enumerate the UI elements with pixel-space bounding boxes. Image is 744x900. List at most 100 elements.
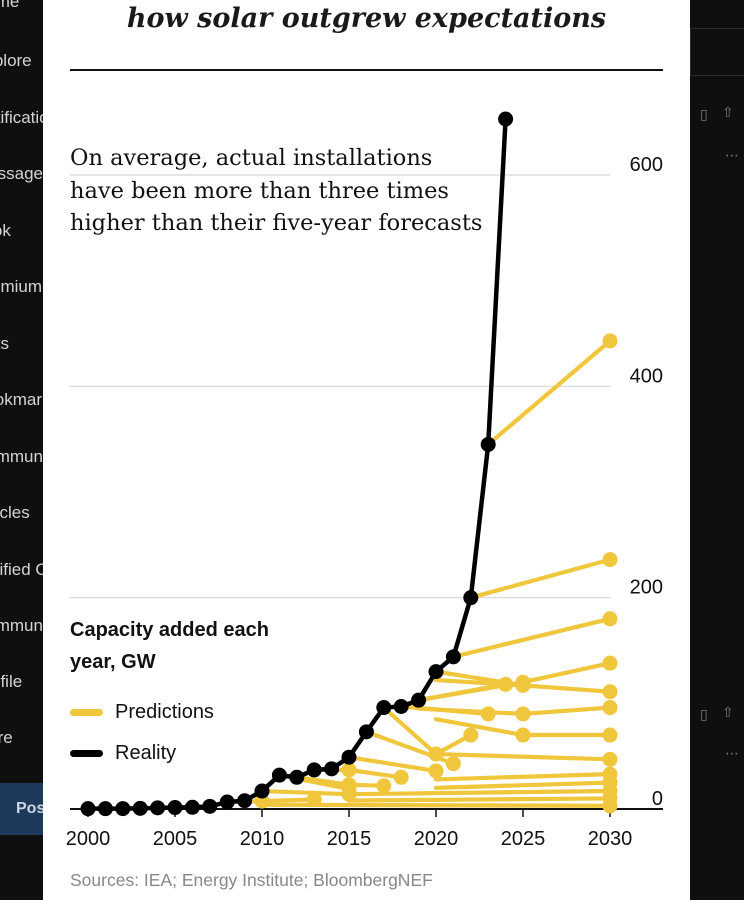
prediction-point	[602, 751, 618, 767]
prediction-point	[602, 655, 618, 671]
prediction-point	[376, 778, 392, 794]
chart-plot: 0 200 400 600 2000 2005 2010 2015 2020 2025 2030	[66, 111, 663, 850]
reality-point	[219, 794, 235, 810]
x-tick-label: 2020	[414, 828, 459, 850]
chart-card: how solar outgrew expectations 0 200 400 60…	[43, 0, 690, 900]
search-frame[interactable]	[690, 28, 744, 76]
more-icon[interactable]: ⋯	[725, 746, 739, 762]
reality-point	[358, 724, 374, 740]
prediction-point	[602, 611, 618, 627]
reality-point	[445, 649, 461, 665]
prediction-point	[445, 756, 461, 772]
reality-point	[376, 700, 392, 716]
sidebar-item-communities[interactable]: Communities	[0, 447, 43, 466]
legend-swatch-reality	[70, 749, 103, 757]
y-tick-label: 600	[630, 154, 663, 176]
reality-point	[184, 799, 200, 815]
sidebar-item-communities[interactable]: Communities	[0, 616, 43, 635]
x-tick-label: 2010	[240, 828, 285, 850]
legend-item-predictions: Predictions	[70, 699, 214, 725]
sidebar-item-grok[interactable]: Grok	[0, 221, 11, 240]
sidebar-item-notifications[interactable]: Notifications	[0, 108, 43, 127]
reality-point	[463, 590, 479, 606]
right-strip: ▯ ⇧ ⋯ ▯ ⇧ ⋯	[690, 0, 744, 900]
source-note: Sources: IEA; Energy Institute; Bloomber…	[70, 870, 433, 890]
sidebar-item-bookmarks[interactable]: Bookmarks	[0, 390, 43, 409]
left-sidebar: Home Explore Notifications Messages Grok Prem…	[0, 0, 43, 900]
bookmark-icon[interactable]: ▯	[700, 707, 708, 723]
post-button[interactable]: Post	[0, 783, 43, 835]
legend-item-reality: Reality	[70, 740, 176, 766]
x-tick-label: 2005	[153, 828, 198, 850]
reality-point	[80, 801, 96, 817]
prediction-line-22	[346, 796, 613, 803]
reality-point	[498, 111, 514, 127]
bookmark-icon[interactable]: ▯	[700, 107, 708, 123]
legend-label-reality: Reality	[115, 741, 177, 764]
sidebar-item-home[interactable]: Home	[0, 0, 20, 11]
chart-annotation: On average, actual installations have be…	[70, 145, 483, 236]
reality-point	[289, 769, 305, 785]
prediction-line-12	[468, 557, 613, 600]
sidebar-item-verified-orgs[interactable]: Verified Orgs	[0, 560, 43, 579]
reality-point	[428, 664, 444, 680]
y-tick-label: 0	[652, 788, 663, 810]
prediction-line-13	[486, 338, 613, 447]
reality-point	[167, 800, 183, 816]
prediction-line-20	[433, 780, 613, 790]
prediction-line-14	[416, 705, 613, 717]
prediction-point	[463, 727, 479, 743]
prediction-point	[515, 727, 531, 743]
prediction-point	[602, 700, 618, 716]
reality-point	[393, 699, 409, 715]
prediction-line-5	[346, 755, 439, 774]
reality-point	[411, 692, 427, 708]
sidebar-item-explore[interactable]: Explore	[0, 51, 32, 70]
reality-point	[115, 801, 131, 817]
prediction-line-1	[259, 788, 352, 797]
prediction-point	[393, 769, 409, 785]
prediction-point	[602, 798, 618, 814]
prediction-line-7	[381, 705, 473, 757]
prediction-point	[515, 706, 531, 722]
prediction-point	[602, 684, 618, 700]
prediction-point	[428, 763, 444, 779]
prediction-point	[602, 727, 618, 743]
legend-label-predictions: Predictions	[115, 700, 214, 723]
prediction-line-21	[346, 788, 613, 797]
x-tick-label: 2025	[501, 828, 546, 850]
reality-point	[324, 761, 340, 777]
prediction-line-11	[451, 616, 613, 659]
prediction-point	[341, 762, 357, 778]
reality-point	[480, 436, 496, 452]
x-tick-label: 2015	[327, 828, 372, 850]
sidebar-item-articles[interactable]: Articles	[0, 503, 30, 522]
sidebar-item-more[interactable]: More	[0, 728, 13, 747]
prediction-point	[341, 777, 357, 793]
reality-point	[306, 762, 322, 778]
sidebar-item-messages[interactable]: Messages	[0, 164, 43, 183]
y-tick-label: 400	[630, 365, 663, 387]
reality-point	[237, 793, 253, 809]
title-rule	[70, 69, 663, 71]
more-icon[interactable]: ⋯	[725, 148, 739, 164]
post-button-label: Post	[16, 800, 43, 817]
prediction-point	[602, 552, 618, 568]
prediction-line-19	[433, 772, 613, 782]
sidebar-item-profile[interactable]: Profile	[0, 672, 23, 691]
prediction-line-18	[433, 751, 613, 762]
sidebar-item-premium[interactable]: Premium	[0, 277, 43, 296]
reality-point	[97, 801, 113, 817]
reality-point	[132, 800, 148, 816]
prediction-line-23	[259, 802, 613, 808]
reality-point	[202, 798, 218, 814]
reality-point	[271, 767, 287, 783]
reality-point	[254, 783, 270, 799]
y-tick-label: 200	[630, 577, 663, 599]
sidebar-item-lists[interactable]: Lists	[0, 334, 9, 353]
legend-title: Capacity added each year, GW	[70, 619, 269, 673]
prediction-point	[602, 333, 618, 349]
share-icon[interactable]: ⇧	[722, 705, 734, 721]
reality-point	[341, 749, 357, 765]
share-icon[interactable]: ⇧	[722, 105, 734, 121]
